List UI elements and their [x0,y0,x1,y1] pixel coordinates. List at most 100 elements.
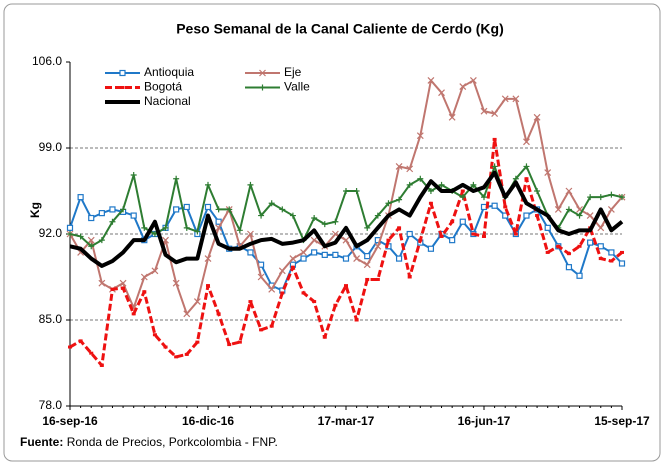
legend-marker [259,84,266,91]
point [492,137,497,141]
point [152,333,157,337]
source: Fuente: Ronda de Precios, Porkcolombia -… [20,435,278,449]
y-tick-label: 85.0 [39,312,63,326]
point [331,230,339,238]
y-axis-label: Kg [28,202,42,218]
point [109,206,116,213]
point [523,212,530,219]
point [597,194,604,201]
legend-label: Antioquia [144,65,194,79]
point [110,287,115,291]
point [459,218,466,225]
point [268,285,276,293]
point [130,212,137,219]
point [386,238,391,242]
point [311,215,318,222]
point [141,224,148,231]
point [98,279,106,287]
point [257,273,265,281]
point [544,169,552,176]
point [471,232,476,236]
point [204,255,212,262]
legend-marker [259,69,266,77]
point [183,224,190,231]
y-tick-label: 99.0 [39,140,63,154]
point [131,312,136,316]
point [374,242,382,250]
point [576,272,583,279]
point [248,300,253,304]
point [565,187,573,195]
series-line [69,137,623,367]
point [554,206,562,213]
point [501,95,509,103]
point [98,237,105,244]
legend-label: Bogotá [144,80,182,94]
point [365,277,370,281]
point [311,249,318,256]
point [172,279,180,287]
chart-frame [3,3,661,462]
legend-marker [119,69,126,77]
point [576,212,583,219]
point [162,224,169,231]
point [545,250,550,254]
y-tick-label: 106.0 [32,54,62,68]
point [269,324,274,328]
point [374,212,381,219]
point [67,231,73,237]
point [439,234,444,238]
point [418,238,423,242]
point [142,290,147,294]
point [566,252,571,256]
point [87,236,95,244]
point [587,239,594,246]
point [332,251,339,258]
point [183,203,190,211]
point [491,202,498,209]
point [354,318,359,322]
x-tick-label: 15-sep-17 [594,414,650,428]
point [259,328,264,332]
point [99,363,104,367]
point [237,340,242,344]
point [534,188,541,194]
point [565,206,572,213]
point [587,194,594,201]
point [88,214,95,222]
point [544,224,551,231]
point [598,257,603,261]
point [460,189,465,193]
point [226,206,233,213]
point [533,113,541,121]
point [491,110,499,118]
point [77,233,84,240]
point [268,200,275,207]
point [174,355,179,359]
point [342,236,350,244]
point [89,351,94,355]
point [227,343,232,347]
point [332,218,339,225]
point [321,221,328,228]
point [396,196,403,203]
point [523,163,530,170]
chart-title: Peso Semanal de la Canal Caliente de Cer… [176,21,504,37]
point [620,250,624,254]
point [363,261,371,269]
legend-label: Valle [284,80,310,94]
point [407,275,412,279]
source-label: Fuente: [20,435,63,449]
point [78,339,83,343]
point [480,107,488,115]
y-tick-label: 92.0 [39,226,63,240]
point [565,264,573,271]
point [310,236,318,244]
point [397,226,402,230]
point [205,181,211,188]
point [481,194,487,201]
point [406,165,414,173]
point [151,267,159,275]
point [109,218,116,225]
